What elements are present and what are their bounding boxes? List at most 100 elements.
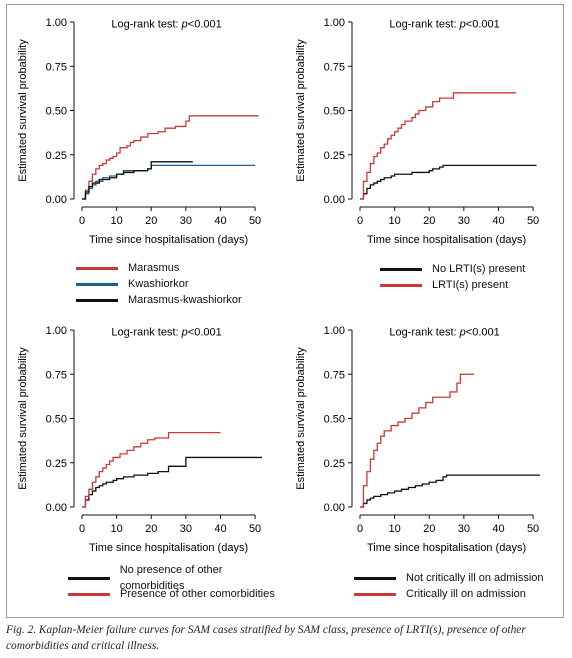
legend-swatch	[76, 266, 118, 270]
legend-swatch	[76, 298, 118, 302]
chart-0-x-tick-label: 30	[180, 215, 192, 227]
chart-2-y-axis-title: Estimated survival probability	[17, 347, 29, 490]
chart-2-x-axis-title: Time since hospitalisation (days)	[89, 542, 248, 554]
chart-2-y-tick-label: 1.00	[46, 325, 67, 337]
legend-item-marasmus-kwashiorkor: Marasmus-kwashiorkor	[76, 292, 242, 308]
chart-0-x-tick-label: 10	[110, 215, 122, 227]
legend-item-not-critically-ill-on-admission: Not critically ill on admission	[354, 570, 544, 586]
chart-0-x-tick-label: 0	[79, 215, 85, 227]
legend-swatch	[68, 592, 110, 596]
legend-label: Kwashiorkor	[128, 278, 189, 290]
chart-2-y-tick-label: 0.75	[46, 369, 67, 381]
legend-item-lrti-s-present: LRTI(s) present	[380, 277, 525, 293]
legend-item-marasmus: Marasmus	[76, 260, 242, 276]
chart-1-y-tick-label: 1.00	[324, 17, 345, 29]
chart-3-log-rank-annotation: Log-rank test: p<0.001	[389, 326, 499, 338]
chart-3-y-tick-label: 0.75	[324, 369, 345, 381]
legend-item-critically-ill-on-admission: Critically ill on admission	[354, 586, 544, 602]
legend-item-kwashiorkor: Kwashiorkor	[76, 276, 242, 292]
chart-1-log-rank-annotation: Log-rank test: p<0.001	[389, 18, 499, 30]
chart-3-curve-critically-ill-on-admission	[360, 373, 475, 508]
legend-label: Presence of other comorbidities	[120, 588, 275, 600]
legend-label: Marasmus-kwashiorkor	[128, 294, 242, 306]
chart-2-y-tick-label: 0.50	[46, 414, 67, 426]
km-panel-lrti: 0.00 0.25 0.50 0.75 1.00 0 10 20 30 40 50 Time sinc…	[288, 6, 567, 313]
legend-label: LRTI(s) present	[432, 279, 509, 291]
legend-swatch	[380, 267, 422, 271]
chart-1-curve-lrti-s-present	[360, 92, 516, 200]
chart-0-log-rank-annotation: Log-rank test: p<0.001	[111, 18, 221, 30]
chart-0-y-tick-label: 0.50	[46, 106, 67, 118]
legend-label: Critically ill on admission	[406, 588, 526, 600]
chart-2-curve-presence-of-other-comorbidities	[82, 432, 221, 508]
chart-3-y-tick-label: 0.00	[324, 502, 345, 514]
chart-1-x-axis-title: Time since hospitalisation (days)	[367, 234, 526, 246]
chart-1-y-axis-title: Estimated survival probability	[295, 39, 307, 182]
chart-3-x-axis-title: Time since hospitalisation (days)	[367, 542, 526, 554]
chart-0-y-axis-title: Estimated survival probability	[17, 39, 29, 182]
chart-1-y-tick-label: 0.00	[324, 194, 345, 206]
legend-critical-illness: Not critically ill on admission Criticall…	[354, 570, 544, 602]
chart-1-x-tick-label: 50	[527, 215, 539, 227]
chart-2-curve-no-presence-of-other-comorbidities	[82, 456, 262, 508]
chart-0-curve-marasmus-kwashiorkor	[82, 161, 193, 200]
chart-2-x-tick-label: 30	[180, 523, 192, 535]
chart-0-y-tick-label: 0.75	[46, 61, 67, 73]
legend-sam-class: Marasmus Kwashiorkor Marasmus-kwashiorkor	[76, 260, 242, 308]
km-panel-critical-illness: 0.00 0.25 0.50 0.75 1.00 0 10 20 30 40 50 Time sinc…	[288, 314, 567, 621]
legend-label: No presence of other comorbidities	[119, 564, 223, 592]
chart-0-y-tick-label: 0.00	[46, 194, 67, 206]
legend-lrti: No LRTI(s) present LRTI(s) present	[380, 261, 525, 293]
legend-swatch	[68, 576, 110, 580]
chart-1-x-tick-label: 0	[357, 215, 363, 227]
chart-3-x-tick-label: 30	[458, 523, 470, 535]
chart-3-y-axis-title: Estimated survival probability	[295, 347, 307, 490]
chart-0-x-axis-title: Time since hospitalisation (days)	[89, 234, 248, 246]
chart-1-y-tick-label: 0.50	[324, 106, 345, 118]
chart-3-x-tick-label: 20	[423, 523, 435, 535]
chart-3-x-tick-label: 40	[492, 523, 504, 535]
chart-2-x-tick-label: 20	[145, 523, 157, 535]
chart-0-x-tick-label: 40	[214, 215, 226, 227]
chart-1-x-tick-label: 40	[492, 215, 504, 227]
chart-1-x-tick-label: 10	[388, 215, 400, 227]
chart-3-y-tick-label: 1.00	[324, 325, 345, 337]
chart-3-x-tick-label: 0	[357, 523, 363, 535]
legend-swatch	[354, 592, 396, 596]
chart-0-y-tick-label: 1.00	[46, 17, 67, 29]
km-panel-sam-class: 0.00 0.25 0.50 0.75 1.00 0 10 20 30 40 50 Time sinc…	[10, 6, 289, 313]
chart-3-x-tick-label: 10	[388, 523, 400, 535]
chart-2-x-tick-label: 10	[110, 523, 122, 535]
chart-1-y-tick-label: 0.75	[324, 61, 345, 73]
legend-item-no-presence-of-other-comorbidities: No presence of other comorbidities	[68, 564, 289, 592]
legend-swatch	[354, 576, 396, 580]
legend-item-no-lrti-s-present: No LRTI(s) present	[380, 261, 525, 277]
chart-0-curve-marasmus	[82, 115, 259, 200]
legend-label: Not critically ill on admission	[406, 572, 544, 584]
legend-swatch	[380, 283, 422, 287]
figure-caption: Fig. 2. Kaplan-Meier failure curves for …	[6, 624, 526, 652]
legend-label: No LRTI(s) present	[432, 263, 526, 275]
chart-1-curve-no-lrti-s-present	[360, 164, 537, 200]
figure-frame	[6, 4, 564, 618]
chart-3-y-tick-label: 0.50	[324, 414, 345, 426]
chart-0-y-tick-label: 0.25	[46, 150, 67, 162]
chart-1-x-tick-label: 20	[423, 215, 435, 227]
chart-3-y-tick-label: 0.25	[324, 458, 345, 470]
chart-2-y-tick-label: 0.00	[46, 502, 67, 514]
chart-0-x-tick-label: 50	[249, 215, 261, 227]
legend-comorbidities: No presence of other comorbidities Presen…	[68, 564, 289, 602]
chart-3-x-tick-label: 50	[527, 523, 539, 535]
km-panel-comorbidities: 0.00 0.25 0.50 0.75 1.00 0 10 20 30 40 50 Time sinc…	[10, 314, 289, 621]
chart-2-x-tick-label: 0	[79, 523, 85, 535]
legend-item-presence-of-other-comorbidities: Presence of other comorbidities	[68, 586, 289, 602]
chart-2-x-tick-label: 50	[249, 523, 261, 535]
chart-1-y-tick-label: 0.25	[324, 150, 345, 162]
chart-2-y-tick-label: 0.25	[46, 458, 67, 470]
chart-2-x-tick-label: 40	[214, 523, 226, 535]
chart-3-curve-not-critically-ill-on-admission	[360, 474, 540, 508]
chart-0-x-tick-label: 20	[145, 215, 157, 227]
